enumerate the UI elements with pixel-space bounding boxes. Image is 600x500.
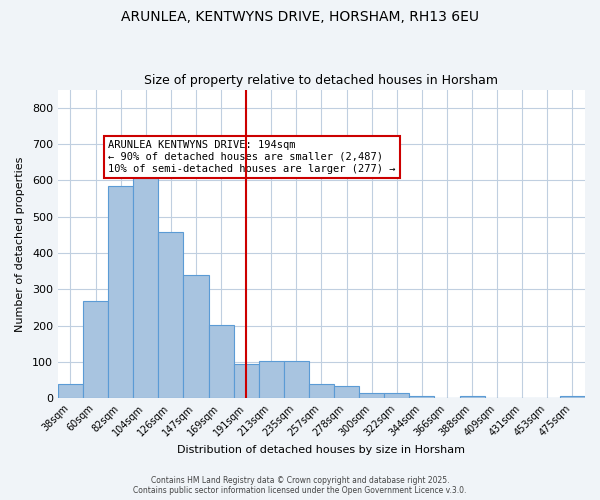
Text: ARUNLEA KENTWYNS DRIVE: 194sqm
← 90% of detached houses are smaller (2,487)
10% : ARUNLEA KENTWYNS DRIVE: 194sqm ← 90% of … — [108, 140, 395, 173]
Text: ARUNLEA, KENTWYNS DRIVE, HORSHAM, RH13 6EU: ARUNLEA, KENTWYNS DRIVE, HORSHAM, RH13 6… — [121, 10, 479, 24]
Bar — [259, 361, 284, 398]
Bar — [359, 394, 384, 398]
Bar — [133, 176, 158, 398]
Bar — [309, 384, 334, 398]
Bar — [334, 386, 359, 398]
Bar — [108, 186, 133, 398]
Bar — [209, 325, 233, 398]
Bar — [409, 396, 434, 398]
Bar — [184, 276, 209, 398]
Bar — [460, 396, 485, 398]
Y-axis label: Number of detached properties: Number of detached properties — [15, 156, 25, 332]
Title: Size of property relative to detached houses in Horsham: Size of property relative to detached ho… — [145, 74, 499, 87]
Bar — [560, 396, 585, 398]
Bar — [58, 384, 83, 398]
Bar — [284, 361, 309, 398]
Bar — [158, 232, 184, 398]
Bar — [83, 301, 108, 398]
Text: Contains HM Land Registry data © Crown copyright and database right 2025.
Contai: Contains HM Land Registry data © Crown c… — [133, 476, 467, 495]
Bar — [233, 364, 259, 398]
X-axis label: Distribution of detached houses by size in Horsham: Distribution of detached houses by size … — [178, 445, 466, 455]
Bar — [384, 394, 409, 398]
